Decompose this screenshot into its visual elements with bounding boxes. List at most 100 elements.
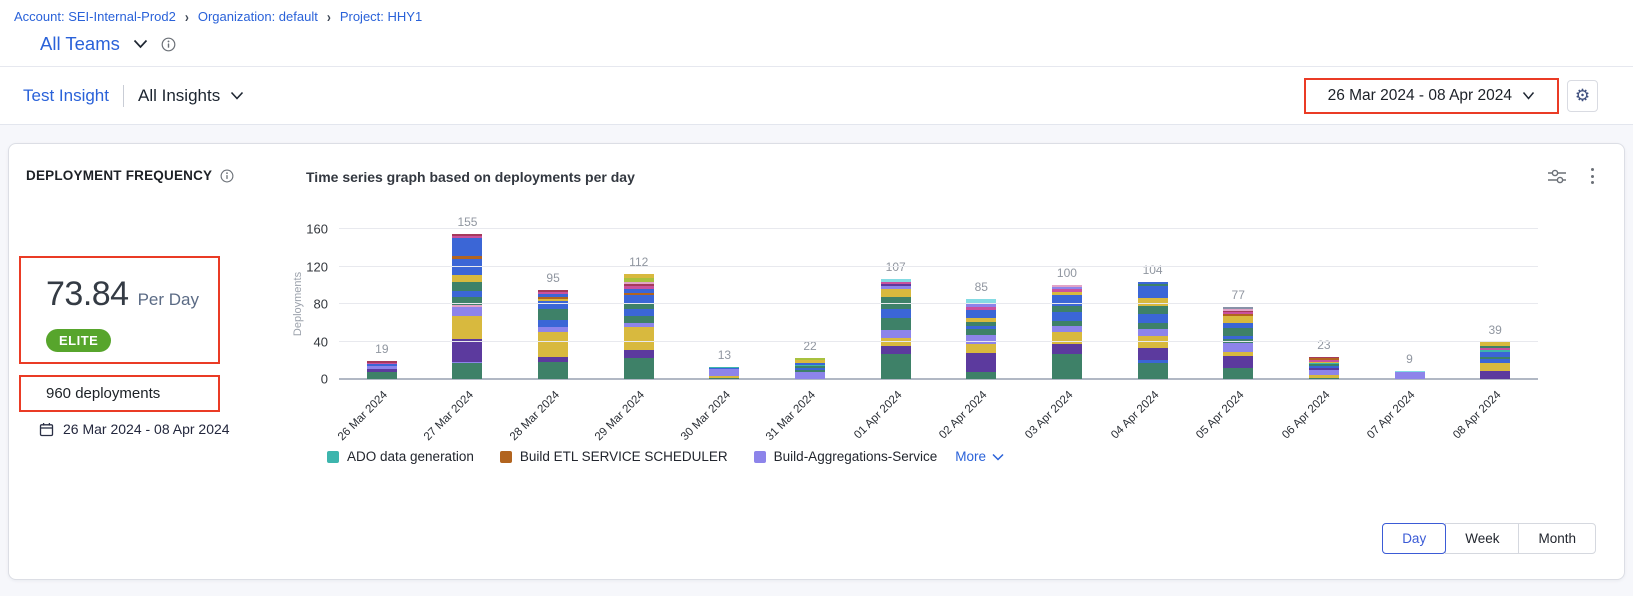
bar-segment [366, 365, 397, 369]
bar-value-label: 39 [1488, 323, 1502, 338]
chart-heading: Time series graph based on deployments p… [306, 169, 635, 185]
bar-stack[interactable] [452, 233, 483, 379]
team-selector-row: All Teams [40, 33, 1633, 55]
bar-column: 22 [767, 229, 853, 379]
bar-segment [1308, 367, 1339, 370]
bar-segment [795, 367, 826, 370]
breadcrumb-account[interactable]: Account: SEI-Internal-Prod2 [14, 9, 176, 24]
annotation-box-metric: 73.84 Per Day ELITE [19, 256, 220, 364]
bar-segment [623, 282, 654, 285]
x-tick: 02 Apr 2024 [937, 379, 1024, 441]
bar-segment [538, 356, 569, 363]
x-axis-labels: 26 Mar 2024 27 Mar 2024 28 Mar 2024 29 Mar … [336, 379, 1538, 444]
x-tick: 30 Mar 2024 [679, 379, 768, 443]
filter-sliders-icon[interactable] [1547, 168, 1567, 185]
bar-segment [1308, 378, 1339, 379]
granularity-toggle: Day Week Month [1382, 523, 1596, 554]
bar-segment [880, 282, 911, 285]
bar-segment [1223, 314, 1254, 317]
bar-segment [623, 286, 654, 289]
bar-segment [1137, 281, 1168, 285]
bar-segment [452, 338, 483, 363]
bar-segment [538, 332, 569, 357]
bar-stack[interactable] [1051, 285, 1082, 379]
bar-stack[interactable] [366, 361, 397, 379]
x-tick-label: 31 Mar 2024 [764, 389, 819, 444]
bar-segment [880, 337, 911, 347]
legend-item[interactable]: Build ETL SERVICE SCHEDULER [499, 449, 728, 464]
metric-value: 73.84 [46, 275, 129, 313]
team-info-icon[interactable] [161, 37, 176, 52]
bar-segment [452, 316, 483, 339]
chevron-down-icon [230, 91, 244, 100]
y-tick-label: 0 [320, 371, 328, 387]
granularity-week[interactable]: Week [1445, 523, 1520, 554]
bar-segment [623, 308, 654, 317]
insight-name-link[interactable]: Test Insight [23, 85, 109, 105]
bar-segment [1223, 335, 1254, 339]
bar-column: 104 [1110, 229, 1196, 379]
legend-swatch [753, 450, 766, 463]
bar-value-label: 107 [885, 259, 906, 274]
breadcrumb-project[interactable]: Project: HHY1 [339, 9, 423, 24]
bar-segment [1051, 291, 1082, 295]
bar-stack[interactable] [1394, 370, 1425, 379]
bar-segment [366, 371, 397, 379]
bar-segment [966, 352, 997, 372]
bars-row: 19 155 95 112 13 22 107 85 100 104 77 23 9 39 [339, 215, 1538, 379]
bar-segment [452, 233, 483, 236]
bar-segment [452, 304, 483, 307]
x-tick-label: 07 Apr 2024 [1365, 389, 1419, 442]
kebab-menu-icon[interactable] [1587, 166, 1598, 186]
bar-segment [1223, 346, 1254, 352]
legend-item[interactable]: ADO data generation [327, 449, 474, 464]
insight-scope-dropdown[interactable]: All Insights [138, 86, 244, 106]
granularity-day[interactable]: Day [1382, 523, 1447, 554]
insight-selector-group: Test Insight All Insights [23, 84, 244, 107]
date-range-dropdown[interactable]: 26 Mar 2024 - 08 Apr 2024 [1320, 87, 1543, 105]
legend-more-link[interactable]: More [955, 449, 1004, 464]
bar-segment [538, 291, 569, 294]
bar-segment [1308, 369, 1339, 376]
x-tick-label: 06 Apr 2024 [1280, 389, 1333, 442]
bar-value-label: 22 [803, 339, 817, 354]
bar-column: 23 [1281, 229, 1367, 379]
chevron-down-icon[interactable] [133, 39, 148, 49]
chart: Deployments 19 155 95 112 13 22 107 85 100 104 77 2… [292, 215, 1538, 464]
legend-item[interactable]: Build-Aggregations-Service [753, 449, 938, 464]
bar-stack[interactable] [709, 366, 740, 379]
bar-column: 95 [510, 229, 596, 379]
breadcrumb-organization[interactable]: Organization: default [197, 9, 318, 24]
bar-stack[interactable] [1223, 306, 1254, 379]
team-selector[interactable]: All Teams [40, 33, 120, 54]
bar-segment [795, 369, 826, 372]
bar-stack[interactable] [623, 274, 654, 379]
bar-stack[interactable] [880, 278, 911, 379]
bar-segment [623, 349, 654, 359]
bar-segment [795, 364, 826, 366]
bar-value-label: 112 [629, 255, 649, 269]
bar-segment [1394, 372, 1425, 379]
performance-badge: ELITE [46, 329, 112, 352]
bar-segment [452, 306, 483, 317]
bar-segment [1480, 370, 1511, 379]
settings-button[interactable]: ⚙ [1567, 79, 1598, 112]
bar-stack[interactable] [1137, 281, 1168, 379]
bar-segment [880, 308, 911, 319]
bar-stack[interactable] [1480, 342, 1511, 379]
bar-stack[interactable] [966, 299, 997, 379]
granularity-month[interactable]: Month [1518, 523, 1596, 554]
bar-segment [1051, 325, 1082, 333]
legend-label: Build-Aggregations-Service [773, 449, 938, 464]
bar-segment [1137, 329, 1168, 336]
period-label: 26 Mar 2024 - 08 Apr 2024 [63, 421, 230, 437]
bar-segment [538, 293, 569, 298]
bar-segment [1308, 357, 1339, 359]
bar-segment [623, 303, 654, 309]
widget-title: DEPLOYMENT FREQUENCY [26, 168, 213, 183]
widget-info-icon[interactable] [220, 169, 234, 183]
bar-stack[interactable] [795, 358, 826, 379]
bar-stack[interactable] [538, 289, 569, 379]
bar-segment [880, 346, 911, 354]
bar-stack[interactable] [1308, 357, 1339, 379]
